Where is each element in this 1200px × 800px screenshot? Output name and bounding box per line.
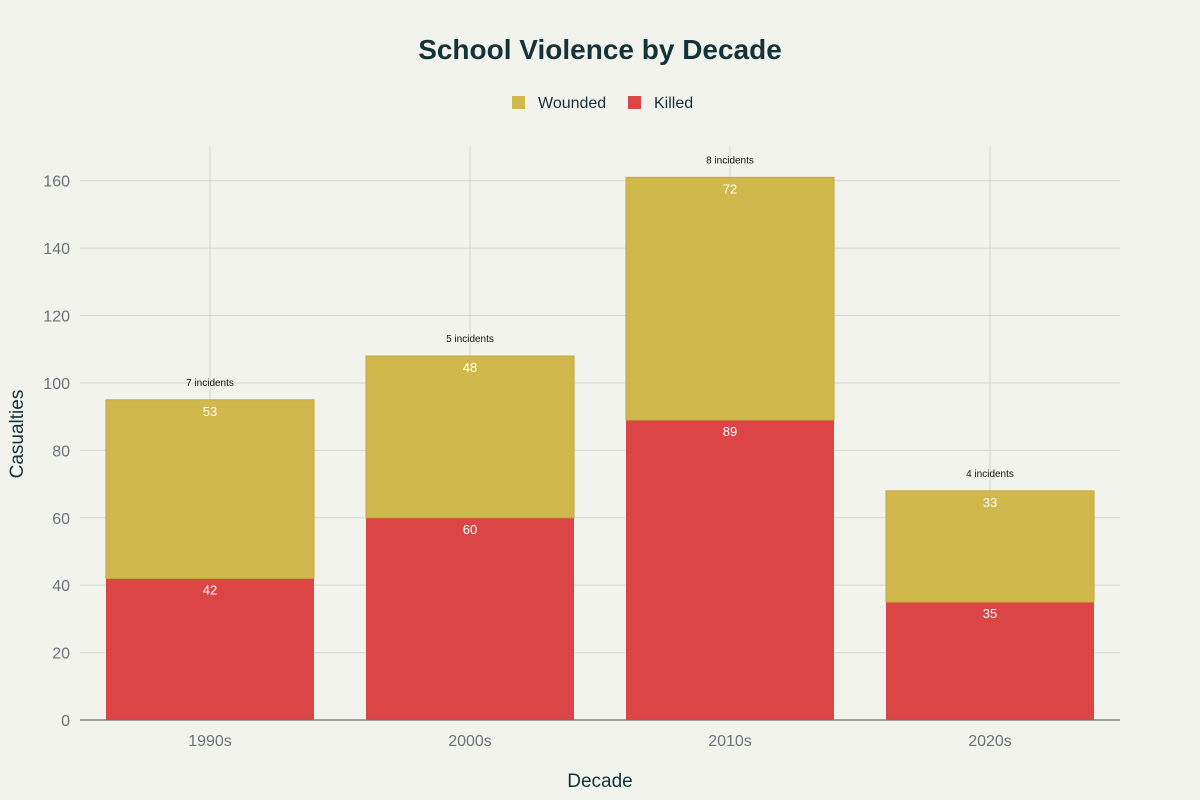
legend-swatch [512, 96, 525, 109]
bar-label-wounded: 53 [203, 404, 217, 419]
bar-wounded-2000s [365, 355, 575, 519]
bar-label-wounded: 48 [463, 360, 477, 375]
y-tick-label: 20 [52, 646, 70, 663]
bar-label-killed: 35 [983, 606, 997, 621]
legend-swatch [628, 96, 641, 109]
incidents-annotation: 8 incidents [706, 155, 754, 166]
bar-label-killed: 89 [723, 424, 737, 439]
bar-label-killed: 60 [463, 522, 477, 537]
bar-killed-2020s [886, 602, 1094, 720]
bar-wounded-2010s [625, 176, 835, 421]
y-tick-label: 140 [43, 241, 70, 258]
axes: 0 20 40 60 80 100 120 140 160 1990s 2000s 2010s 2020… [43, 174, 1120, 750]
data-labels: 42 53 7 incidents 60 48 5 incidents 89 72 8 inci… [186, 155, 1014, 621]
incidents-annotation: 4 incidents [966, 469, 1014, 480]
y-tick-label: 0 [61, 713, 70, 730]
bar-wounded-1990s [105, 399, 315, 579]
x-tick-label: 1990s [188, 733, 232, 750]
legend-label: Killed [654, 95, 693, 112]
bar-killed-2000s [366, 517, 574, 720]
bar-killed-1990s [106, 578, 314, 720]
y-tick-label: 60 [52, 511, 70, 528]
chart-title: School Violence by Decade [418, 34, 782, 65]
bar-killed-2010s [626, 420, 834, 720]
y-tick-label: 80 [52, 443, 70, 460]
bar-label-killed: 42 [203, 582, 217, 597]
bar-wounded-2020s [885, 490, 1095, 603]
y-tick-label: 40 [52, 578, 70, 595]
x-tick-label: 2010s [708, 733, 752, 750]
bar-label-wounded: 72 [723, 181, 737, 196]
legend: Wounded Killed [512, 95, 693, 112]
x-tick-label: 2020s [968, 733, 1012, 750]
y-tick-label: 120 [43, 309, 70, 326]
incidents-annotation: 7 incidents [186, 378, 234, 389]
y-tick-label: 160 [43, 174, 70, 191]
y-axis-title: Casualties [7, 390, 28, 479]
bar-label-wounded: 33 [983, 495, 997, 510]
incidents-annotation: 5 incidents [446, 334, 494, 345]
x-tick-label: 2000s [448, 733, 492, 750]
bars [105, 176, 1095, 720]
y-tick-label: 100 [43, 376, 70, 393]
x-axis-title: Decade [567, 771, 633, 792]
legend-item-killed[interactable]: Killed [628, 95, 693, 112]
legend-label: Wounded [538, 95, 606, 112]
legend-item-wounded[interactable]: Wounded [512, 95, 606, 112]
